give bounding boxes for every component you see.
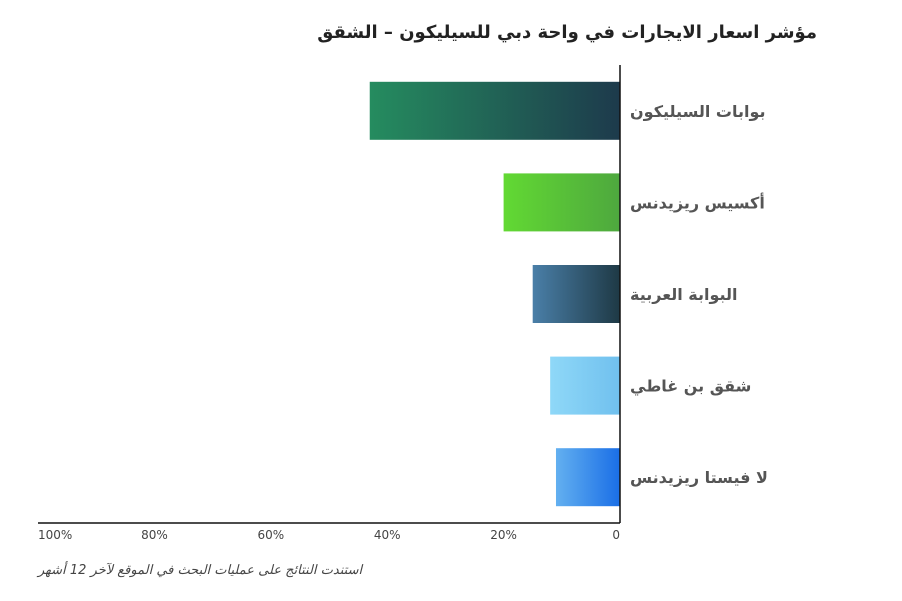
bar xyxy=(555,448,620,507)
category-label: بوابات السيليكون xyxy=(630,102,766,121)
bar xyxy=(369,81,620,140)
chart-title: مؤشر اسعار الايجارات في واحة دبي للسيليك… xyxy=(317,22,817,43)
category-label: لا فيستا ريزيدنس xyxy=(630,468,768,487)
x-tick-label: 0 xyxy=(612,528,620,542)
x-tick-label: 40% xyxy=(374,528,401,542)
x-tick-label: 100% xyxy=(38,528,72,542)
x-tick-label: 60% xyxy=(257,528,284,542)
footnote: استندت النتائج على عمليات البحث في الموق… xyxy=(38,563,363,578)
x-tick-label: 80% xyxy=(141,528,168,542)
bar xyxy=(550,356,620,415)
bar xyxy=(532,265,620,323)
x-tick-label: 20% xyxy=(490,528,517,542)
category-label: البوابة العربية xyxy=(630,285,738,304)
bar xyxy=(503,173,620,232)
category-label: أكسيس ريزيدنس xyxy=(630,192,765,212)
category-label: شقق بن غاطي xyxy=(630,377,751,397)
